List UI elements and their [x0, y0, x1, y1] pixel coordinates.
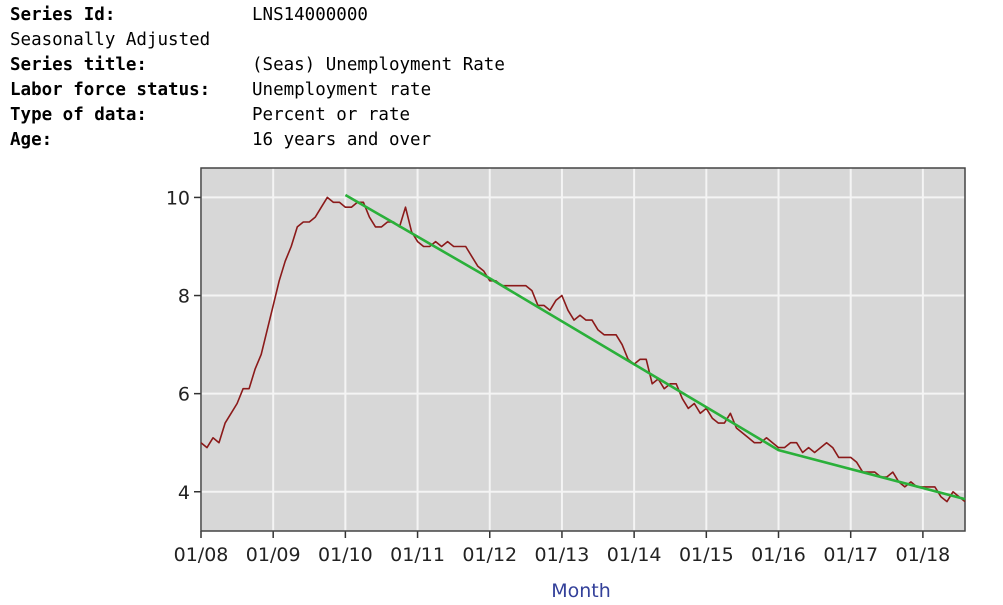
- data-type-row: Type of data: Percent or rate: [10, 103, 410, 128]
- trend-line: [344, 193, 966, 501]
- x-axis-title: Month: [551, 580, 611, 602]
- y-tick-label: 4: [178, 482, 190, 504]
- series-layer: [200, 193, 966, 503]
- axes: 4 6 8 10 01/08 01/09 01/10 01/11 01/12 01/13 01/14…: [166, 167, 966, 566]
- labor-force-value: Unemployment rate: [252, 80, 432, 100]
- x-tick-label: 01/17: [823, 544, 878, 566]
- plot-area: [201, 168, 965, 531]
- x-tick-label: 01/11: [390, 544, 445, 566]
- series-title-row: Series title: (Seas) Unemployment Rate: [10, 53, 505, 78]
- y-tick-label: 10: [166, 187, 190, 209]
- seasonal-adjustment-row: Seasonally Adjusted: [10, 28, 210, 53]
- unemployment-rate-line: [200, 196, 966, 503]
- series-title-label: Series title:: [10, 55, 147, 75]
- x-tick-label: 01/09: [246, 544, 301, 566]
- x-tick-label: 01/16: [751, 544, 806, 566]
- age-value: 16 years and over: [252, 130, 432, 150]
- x-tick-label: 01/13: [535, 544, 590, 566]
- data-type-value: Percent or rate: [252, 105, 411, 125]
- series-id-row: Series Id: LNS14000000: [10, 3, 368, 28]
- x-tick-label: 01/08: [174, 544, 229, 566]
- x-tick-label: 01/14: [607, 544, 662, 566]
- x-tick-label: 01/18: [896, 544, 951, 566]
- age-label: Age:: [10, 130, 53, 150]
- y-tick-label: 8: [178, 286, 190, 308]
- x-tick-label: 01/15: [679, 544, 734, 566]
- labor-force-label: Labor force status:: [10, 80, 211, 100]
- series-id-value: LNS14000000: [252, 5, 368, 25]
- labor-force-row: Labor force status: Unemployment rate: [10, 78, 431, 103]
- x-tick-label: 01/10: [318, 544, 373, 566]
- y-tick-label: 6: [178, 384, 190, 406]
- age-row: Age: 16 years and over: [10, 128, 431, 153]
- seasonal-adjustment-text: Seasonally Adjusted: [10, 30, 211, 50]
- x-tick-label: 01/12: [462, 544, 517, 566]
- series-metadata: Series Id: LNS14000000 Seasonally Adjust…: [10, 3, 505, 153]
- data-type-label: Type of data:: [10, 105, 147, 125]
- series-title-value: (Seas) Unemployment Rate: [252, 55, 505, 75]
- series-id-label: Series Id:: [10, 5, 116, 25]
- plot-frame: [200, 167, 966, 532]
